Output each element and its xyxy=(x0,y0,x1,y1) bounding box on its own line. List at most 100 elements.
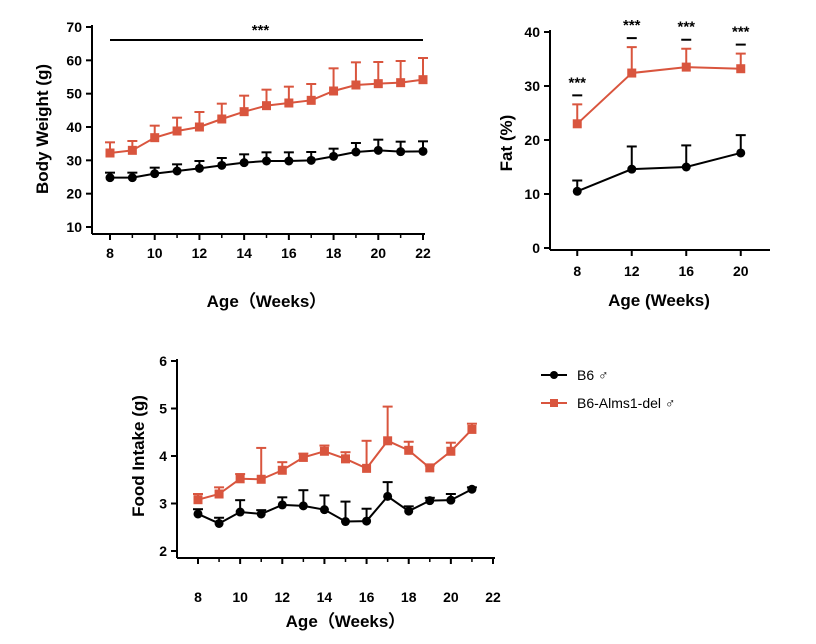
x-tick-label: 8 xyxy=(573,263,581,279)
data-point xyxy=(239,158,249,168)
x-tick-label: 12 xyxy=(624,263,640,279)
data-point xyxy=(284,156,294,166)
x-tick-label: 16 xyxy=(359,589,375,605)
data-point xyxy=(217,114,227,124)
data-point xyxy=(383,491,393,501)
y-tick-label: 70 xyxy=(66,19,82,35)
data-point xyxy=(425,496,435,506)
data-point xyxy=(329,151,339,161)
x-tick-label: 14 xyxy=(236,245,252,261)
y-tick-label: 40 xyxy=(66,119,82,135)
significance-label: *** xyxy=(623,17,641,34)
data-point xyxy=(256,474,266,484)
y-tick-label: 6 xyxy=(159,353,167,369)
data-point xyxy=(418,75,428,85)
data-point xyxy=(277,465,287,475)
data-point xyxy=(572,186,582,196)
data-point xyxy=(341,517,350,527)
x-tick-label: 16 xyxy=(678,263,694,279)
series-b6 xyxy=(572,134,746,196)
y-tick-label: 10 xyxy=(66,219,82,235)
data-point xyxy=(736,64,746,74)
y-tick-label: 10 xyxy=(524,186,540,202)
y-tick-label: 30 xyxy=(66,152,82,168)
data-point xyxy=(214,489,224,499)
data-point xyxy=(736,148,746,158)
data-point xyxy=(298,501,308,511)
x-tick-label: 12 xyxy=(274,589,290,605)
y-tick-label: 20 xyxy=(66,186,82,202)
data-point xyxy=(194,163,204,173)
data-point xyxy=(150,169,160,179)
data-point xyxy=(284,98,294,108)
data-point xyxy=(239,107,249,117)
y-tick-label: 30 xyxy=(524,78,540,94)
legend-label-b6: B6 ♂ xyxy=(577,367,609,383)
data-point xyxy=(262,156,271,166)
data-point xyxy=(351,80,361,90)
legend-marker-b6 xyxy=(550,371,558,379)
y-tick-label: 40 xyxy=(524,24,540,40)
data-point xyxy=(193,509,203,519)
data-point xyxy=(362,516,372,526)
series-alms1-del xyxy=(193,405,477,505)
data-point xyxy=(404,506,414,516)
x-tick-label: 22 xyxy=(415,245,431,261)
data-point xyxy=(341,454,350,464)
data-point xyxy=(298,452,308,462)
series-line xyxy=(576,151,741,193)
data-point xyxy=(396,78,406,88)
x-tick-label: 20 xyxy=(733,263,749,279)
data-point xyxy=(351,147,361,157)
series-b6 xyxy=(193,481,477,528)
y-axis-title: Food Intake (g) xyxy=(129,395,148,517)
data-point xyxy=(235,507,245,517)
data-point xyxy=(172,126,182,136)
data-point xyxy=(329,86,339,96)
data-point xyxy=(396,147,406,157)
legend-label-alms1: B6-Alms1-del ♂ xyxy=(577,395,675,411)
y-tick-label: 4 xyxy=(159,448,167,464)
data-point xyxy=(362,463,372,473)
x-tick-label: 18 xyxy=(326,245,342,261)
legend-marker-alms1 xyxy=(550,399,558,407)
y-tick-label: 5 xyxy=(159,401,167,417)
data-point xyxy=(105,148,115,158)
y-tick-label: 3 xyxy=(159,496,167,512)
significance-label: *** xyxy=(252,22,270,39)
y-tick-label: 60 xyxy=(66,52,82,68)
data-point xyxy=(446,495,456,505)
data-point xyxy=(105,173,115,183)
data-point xyxy=(681,62,691,72)
data-point xyxy=(404,445,414,455)
data-point xyxy=(572,119,582,129)
data-point xyxy=(306,95,316,105)
x-tick-label: 8 xyxy=(106,245,114,261)
x-tick-label: 22 xyxy=(485,589,501,605)
data-point xyxy=(467,484,477,494)
x-tick-label: 20 xyxy=(370,245,386,261)
legend-entry-alms1: B6-Alms1-del ♂ xyxy=(541,395,675,411)
series-b6 xyxy=(105,138,428,183)
series-line xyxy=(576,66,741,125)
x-tick-label: 14 xyxy=(317,589,333,605)
legend-entry-b6: B6 ♂ xyxy=(541,367,609,383)
data-point xyxy=(306,155,316,165)
significance-label: *** xyxy=(568,74,586,91)
data-point xyxy=(172,166,182,176)
x-tick-label: 18 xyxy=(401,589,417,605)
data-point xyxy=(262,101,271,111)
y-tick-label: 50 xyxy=(66,86,82,102)
data-point xyxy=(383,436,393,446)
body-weight-chart: 10 20 30 40 50 60 70 8 10 12 14 16 18 20 22 Age（Weeks） B… xyxy=(33,19,431,311)
data-point xyxy=(217,160,227,170)
y-tick-label: 0 xyxy=(532,240,540,256)
data-point xyxy=(373,145,383,155)
y-tick-label: 20 xyxy=(524,132,540,148)
x-tick-label: 10 xyxy=(147,245,163,261)
series-alms1-del xyxy=(105,57,428,158)
data-point xyxy=(256,509,266,519)
series-alms1-del xyxy=(572,46,746,129)
data-point xyxy=(193,495,203,505)
